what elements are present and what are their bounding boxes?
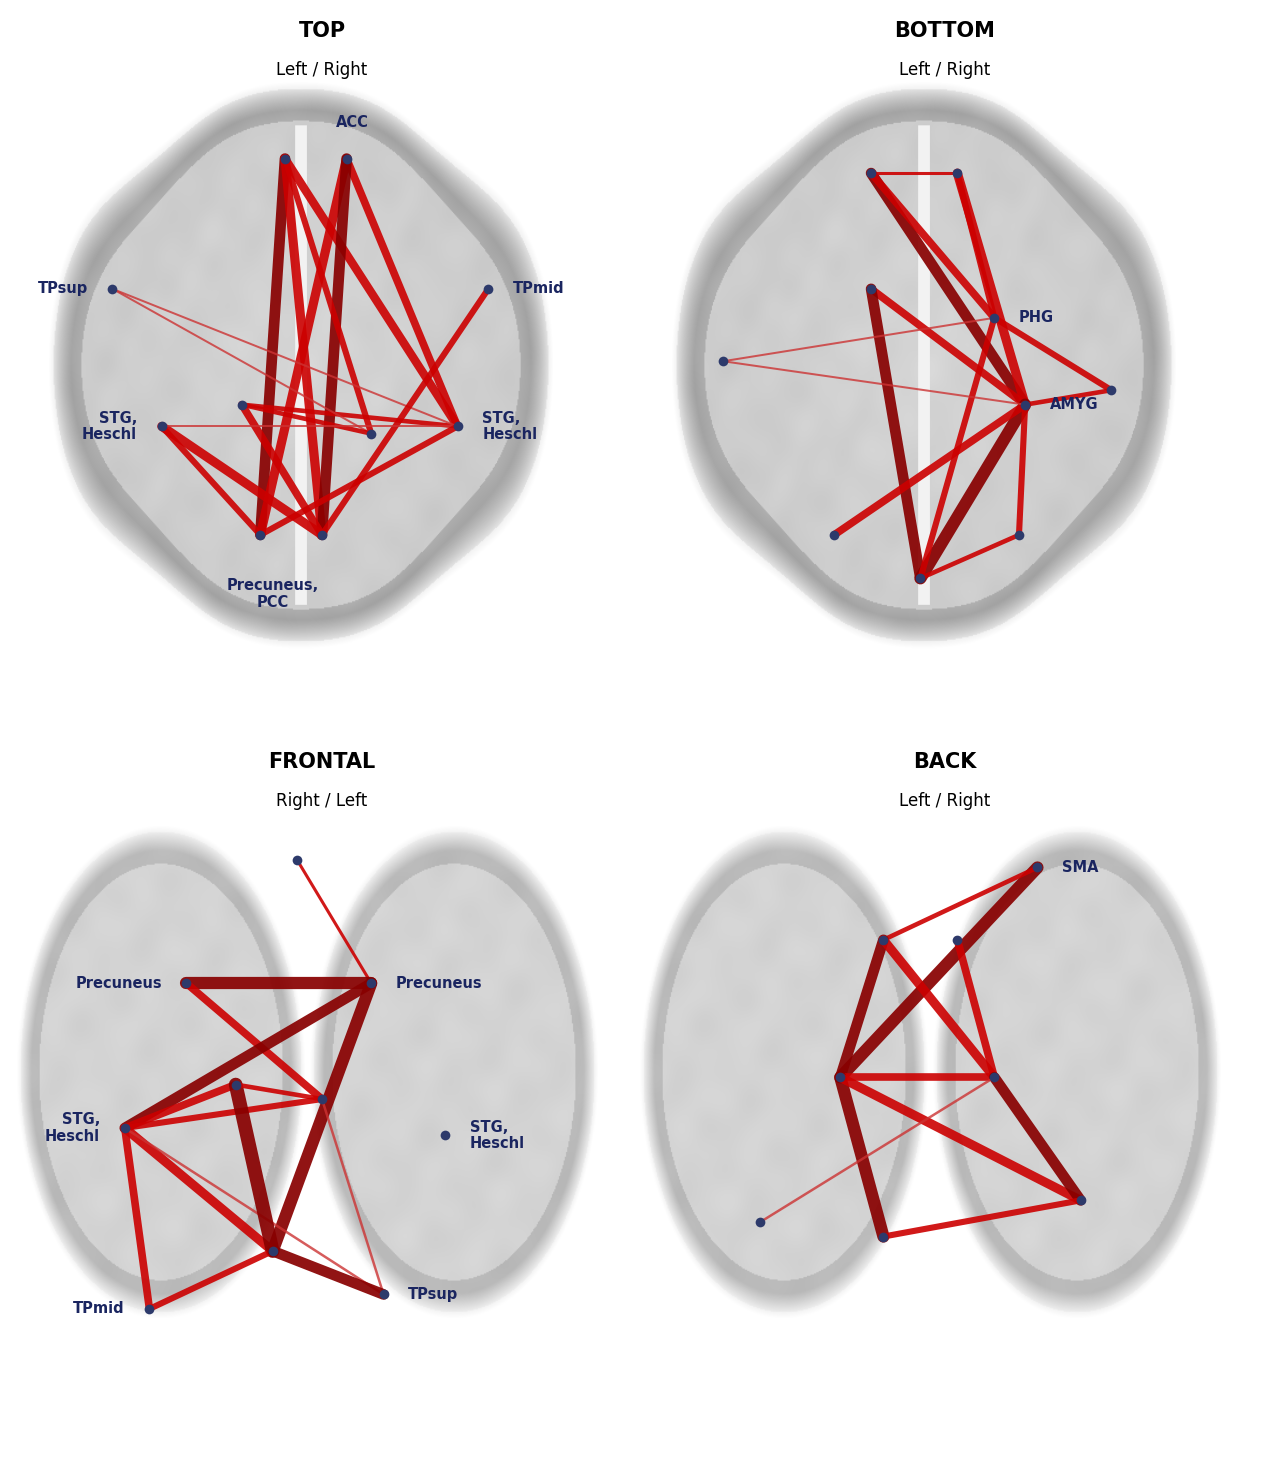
Text: TPsup: TPsup bbox=[38, 282, 87, 296]
Text: STG,
Heschl: STG, Heschl bbox=[46, 1113, 100, 1144]
Text: STG,
Heschl: STG, Heschl bbox=[470, 1119, 525, 1152]
Text: ACC: ACC bbox=[336, 114, 369, 129]
Text: Precuneus: Precuneus bbox=[75, 975, 162, 991]
Text: SMA: SMA bbox=[1062, 860, 1098, 874]
Text: TPmid: TPmid bbox=[513, 282, 565, 296]
Text: Precuneus,
PCC: Precuneus, PCC bbox=[227, 578, 319, 609]
Text: STG,
Heschl: STG, Heschl bbox=[82, 411, 137, 442]
Text: TPsup: TPsup bbox=[408, 1286, 459, 1303]
Text: STG,
Heschl: STG, Heschl bbox=[483, 411, 537, 442]
Text: Precuneus: Precuneus bbox=[395, 975, 483, 991]
Text: PHG: PHG bbox=[1019, 310, 1054, 326]
Text: TPmid: TPmid bbox=[73, 1301, 124, 1316]
Text: Left / Right: Left / Right bbox=[900, 61, 991, 79]
Text: Left / Right: Left / Right bbox=[900, 791, 991, 809]
Text: BACK: BACK bbox=[914, 751, 977, 772]
Text: FRONTAL: FRONTAL bbox=[269, 751, 375, 772]
Text: Right / Left: Right / Left bbox=[276, 791, 367, 809]
Text: AMYG: AMYG bbox=[1050, 397, 1098, 412]
Text: BOTTOM: BOTTOM bbox=[895, 21, 996, 41]
Text: TOP: TOP bbox=[299, 21, 346, 41]
Text: Left / Right: Left / Right bbox=[276, 61, 367, 79]
